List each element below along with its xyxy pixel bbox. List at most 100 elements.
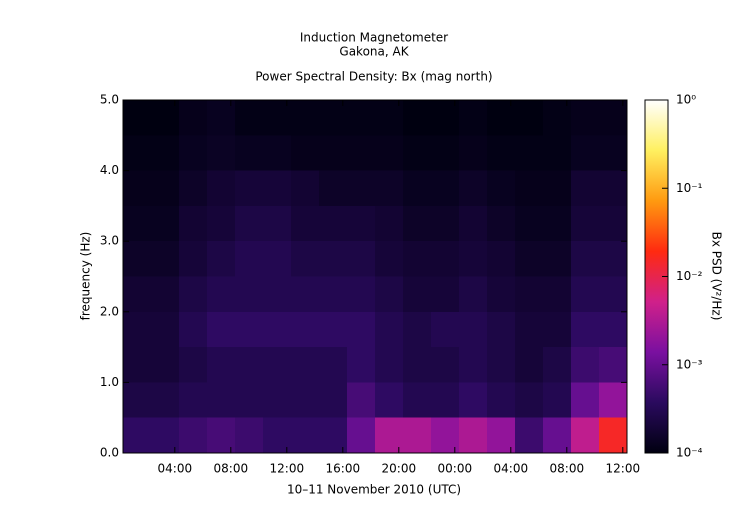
heatmap-cell: [263, 347, 291, 383]
heatmap-cell: [347, 135, 375, 171]
heatmap-cell: [487, 347, 515, 383]
heatmap-cell: [543, 276, 571, 312]
colorbar-tick-label: 10⁻³: [676, 357, 703, 371]
heatmap-cell: [179, 170, 207, 206]
heatmap-cell: [375, 311, 403, 348]
heatmap-cell: [151, 382, 179, 418]
heatmap-cell: [487, 170, 515, 206]
heatmap-cell: [291, 276, 319, 312]
x-tick-label: 08:00: [214, 462, 249, 476]
heatmap-cell: [571, 135, 599, 171]
heatmap-cell: [179, 135, 207, 171]
heatmap-cell: [515, 205, 543, 242]
heatmap-cell: [263, 276, 291, 312]
heatmap-cell: [431, 241, 459, 277]
heatmap-cell: [207, 347, 235, 383]
heatmap-cell: [571, 276, 599, 312]
heatmap-cell: [207, 170, 235, 206]
heatmap-cell: [403, 276, 431, 312]
heatmap-cell: [571, 311, 599, 348]
heatmap-cell: [431, 276, 459, 312]
y-tick-label: 1.0: [100, 375, 119, 389]
heatmap-cell: [487, 205, 515, 242]
heatmap-cell: [319, 382, 347, 418]
heatmap-cell: [263, 135, 291, 171]
heatmap-cell: [207, 311, 235, 348]
heatmap-cell: [207, 276, 235, 312]
heatmap-cell: [375, 135, 403, 171]
heatmap-cell: [403, 382, 431, 418]
heatmap-cell: [123, 382, 151, 418]
heatmap-cell: [599, 382, 627, 418]
heatmap-cell: [431, 347, 459, 383]
heatmap-cell: [263, 382, 291, 418]
heatmap-cell: [207, 382, 235, 418]
heatmap-cell: [375, 276, 403, 312]
heatmap-cell: [487, 135, 515, 171]
heatmap-cell: [459, 276, 487, 312]
heatmap-cell: [347, 241, 375, 277]
heatmap-cell: [403, 311, 431, 348]
heatmap-cell: [319, 205, 347, 242]
heatmap-cell: [515, 417, 543, 453]
heatmap-cell: [263, 170, 291, 206]
heatmap-cell: [515, 241, 543, 277]
heatmap-cell: [291, 100, 319, 136]
heatmap-cell: [487, 311, 515, 348]
colorbar-tick-label: 10⁻⁴: [676, 446, 703, 460]
x-tick-label: 04:00: [494, 462, 529, 476]
heatmap-cell: [375, 205, 403, 242]
x-tick-label: 08:00: [550, 462, 585, 476]
heatmap-cell: [431, 382, 459, 418]
heatmap-cell: [235, 205, 263, 242]
heatmap-cell: [151, 135, 179, 171]
heatmap-cell: [571, 382, 599, 418]
heatmap-cell: [123, 347, 151, 383]
heatmap-cell: [319, 276, 347, 312]
chart-subtitle: Gakona, AK: [339, 45, 409, 59]
heatmap-cell: [319, 135, 347, 171]
heatmap-cell: [235, 241, 263, 277]
heatmap-cell: [459, 417, 487, 453]
heatmap-cell: [347, 347, 375, 383]
heatmap-cell: [179, 382, 207, 418]
heatmap-cell: [515, 311, 543, 348]
heatmap-cell: [123, 135, 151, 171]
heatmap-cell: [319, 241, 347, 277]
heatmap-cell: [235, 382, 263, 418]
heatmap-cell: [151, 347, 179, 383]
heatmap-cell: [599, 347, 627, 383]
heatmap-cell: [459, 135, 487, 171]
heatmap-cell: [487, 276, 515, 312]
heatmap-cell: [319, 347, 347, 383]
heatmap-cell: [599, 241, 627, 277]
colorbar-tick-label: 10⁻¹: [676, 181, 703, 195]
heatmap-cell: [235, 276, 263, 312]
heatmap-cell: [179, 347, 207, 383]
heatmap-cell: [123, 417, 151, 453]
heatmap-cell: [179, 311, 207, 348]
heatmap-cell: [291, 241, 319, 277]
heatmap-cell: [291, 135, 319, 171]
heatmap-cell: [291, 417, 319, 453]
heatmap-cell: [347, 311, 375, 348]
heatmap-cell: [599, 311, 627, 348]
heatmap-cell: [543, 170, 571, 206]
heatmap-cell: [179, 205, 207, 242]
x-tick-label: 16:00: [326, 462, 361, 476]
heatmap-cell: [123, 311, 151, 348]
heatmap-cell: [515, 135, 543, 171]
heatmap-cell: [515, 276, 543, 312]
heatmap-cell: [571, 100, 599, 136]
heatmap-cell: [403, 347, 431, 383]
heatmap-cell: [207, 205, 235, 242]
heatmap-cell: [459, 170, 487, 206]
heatmap-cell: [599, 135, 627, 171]
heatmap-cell: [123, 205, 151, 242]
chart-title: Induction Magnetometer: [300, 31, 448, 45]
heatmap-cell: [459, 311, 487, 348]
x-axis-label: 10–11 November 2010 (UTC): [287, 483, 461, 497]
heatmap-cell: [543, 347, 571, 383]
y-tick-label: 5.0: [100, 93, 119, 107]
